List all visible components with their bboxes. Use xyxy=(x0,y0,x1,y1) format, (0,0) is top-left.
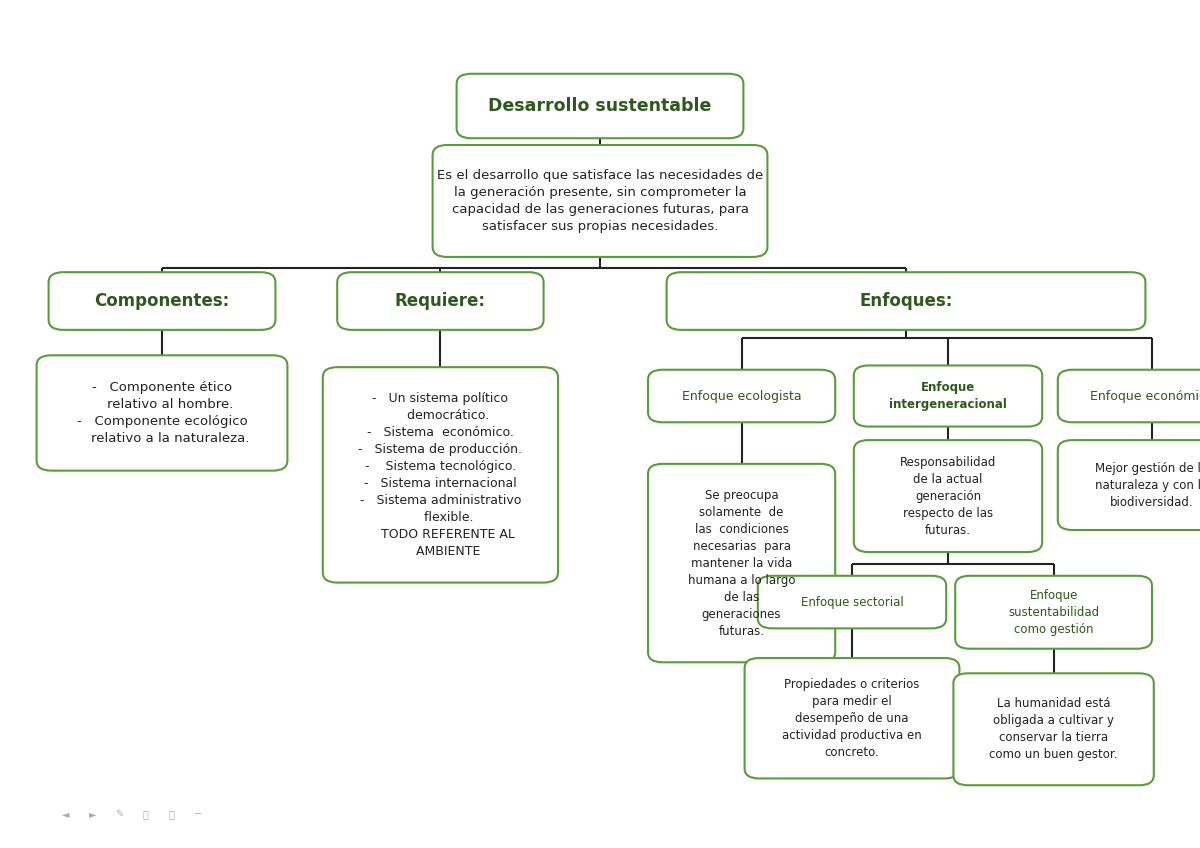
FancyBboxPatch shape xyxy=(955,576,1152,649)
FancyBboxPatch shape xyxy=(953,673,1154,785)
Text: −: − xyxy=(194,809,202,819)
Text: Desarrollo sustentable: Desarrollo sustentable xyxy=(488,97,712,115)
FancyBboxPatch shape xyxy=(648,370,835,422)
Text: Enfoque
intergeneracional: Enfoque intergeneracional xyxy=(889,381,1007,411)
FancyBboxPatch shape xyxy=(1058,370,1200,422)
Text: Requiere:: Requiere: xyxy=(395,292,486,310)
Text: Enfoque sectorial: Enfoque sectorial xyxy=(800,595,904,609)
Text: ⧉: ⧉ xyxy=(143,809,148,819)
Text: La humanidad está
obligada a cultivar y
conservar la tierra
como un buen gestor.: La humanidad está obligada a cultivar y … xyxy=(989,697,1118,762)
Text: Enfoque
sustentabilidad
como gestión: Enfoque sustentabilidad como gestión xyxy=(1008,589,1099,636)
FancyBboxPatch shape xyxy=(37,355,288,471)
Text: Enfoque ecologista: Enfoque ecologista xyxy=(682,389,802,403)
Text: Componentes:: Componentes: xyxy=(95,292,229,310)
Text: ✎: ✎ xyxy=(115,809,122,819)
FancyBboxPatch shape xyxy=(854,365,1042,427)
FancyBboxPatch shape xyxy=(854,440,1042,552)
FancyBboxPatch shape xyxy=(1058,440,1200,530)
Text: -   Componente ético
    relativo al hombre.
-   Componente ecológico
    relati: - Componente ético relativo al hombre. -… xyxy=(74,381,250,445)
Text: Es el desarrollo que satisface las necesidades de
la generación presente, sin co: Es el desarrollo que satisface las neces… xyxy=(437,169,763,233)
Text: Mejor gestión de la
naturaleza y con la
biodiversidad.: Mejor gestión de la naturaleza y con la … xyxy=(1096,461,1200,509)
FancyBboxPatch shape xyxy=(337,272,544,330)
Text: Se preocupa
solamente  de
las  condiciones
necesarias  para
mantener la vida
hum: Se preocupa solamente de las condiciones… xyxy=(688,488,796,638)
FancyBboxPatch shape xyxy=(744,658,960,778)
Text: Propiedades o criterios
para medir el
desempeño de una
actividad productiva en
c: Propiedades o criterios para medir el de… xyxy=(782,678,922,759)
Text: -   Un sistema político
    democrático.
-   Sistema  económico.
-   Sistema de : - Un sistema político democrático. - Sis… xyxy=(359,392,522,558)
Text: Responsabilidad
de la actual
generación
respecto de las
futuras.: Responsabilidad de la actual generación … xyxy=(900,455,996,537)
FancyBboxPatch shape xyxy=(49,272,276,330)
Text: ◄: ◄ xyxy=(62,809,70,819)
Text: ⌕: ⌕ xyxy=(169,809,174,819)
Text: Enfoques:: Enfoques: xyxy=(859,292,953,310)
FancyBboxPatch shape xyxy=(432,145,768,257)
FancyBboxPatch shape xyxy=(648,464,835,662)
Text: Enfoque económico: Enfoque económico xyxy=(1090,389,1200,403)
FancyBboxPatch shape xyxy=(323,367,558,583)
Text: ►: ► xyxy=(89,809,96,819)
FancyBboxPatch shape xyxy=(457,74,744,138)
FancyBboxPatch shape xyxy=(667,272,1146,330)
FancyBboxPatch shape xyxy=(758,576,946,628)
